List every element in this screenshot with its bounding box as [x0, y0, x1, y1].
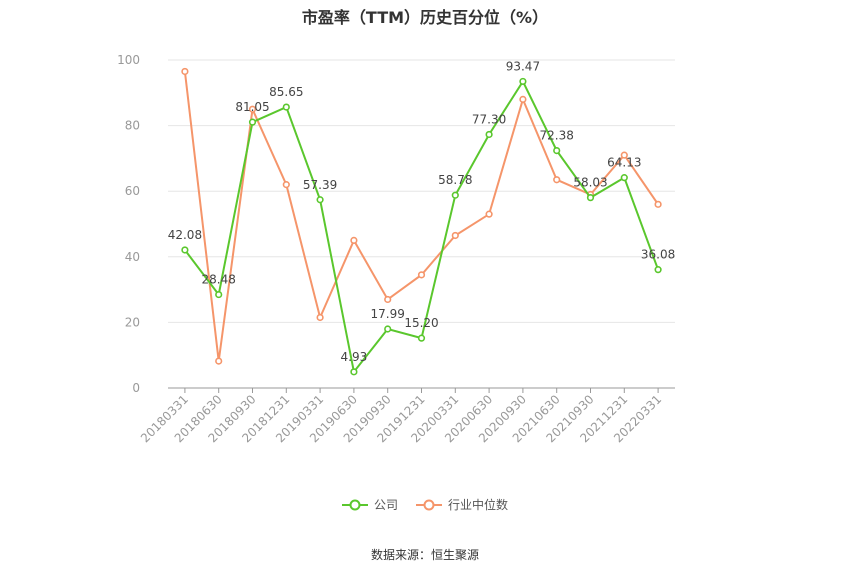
y-tick-label: 80 [125, 119, 140, 133]
data-label: 81.05 [235, 100, 269, 114]
data-label: 58.03 [573, 176, 607, 190]
data-label: 42.08 [168, 228, 202, 242]
data-label: 64.13 [607, 156, 641, 170]
data-point [417, 334, 426, 342]
data-point [316, 313, 324, 322]
data-point [417, 271, 426, 279]
y-tick-label: 60 [125, 184, 140, 198]
data-point [620, 151, 628, 159]
data-point [215, 290, 223, 299]
y-tick-label: 0 [132, 381, 140, 395]
data-point [654, 200, 662, 208]
legend: 公司 行业中位数 [0, 496, 850, 513]
data-point [248, 118, 257, 126]
data-label: 72.38 [540, 129, 574, 143]
data-point [282, 181, 290, 189]
y-tick-label: 40 [125, 250, 140, 264]
chart-title: 市盈率（TTM）历史百分位（%） [301, 8, 549, 27]
data-label: 58.78 [438, 173, 472, 187]
data-point [485, 130, 493, 139]
y-tick-label: 100 [117, 53, 140, 67]
data-point [384, 295, 392, 304]
data-label: 4.93 [341, 350, 368, 364]
legend-item-company[interactable]: 公司 [341, 496, 398, 513]
data-point [282, 103, 290, 111]
data-point [586, 194, 595, 202]
data-label: 85.65 [269, 85, 303, 99]
data-point [181, 67, 189, 76]
legend-industry-label: 行业中位数 [448, 498, 509, 512]
data-point [350, 236, 358, 244]
data-label: 93.47 [506, 59, 540, 73]
legend-item-industry-median[interactable]: 行业中位数 [416, 496, 508, 513]
data-point [485, 210, 493, 218]
data-point [620, 174, 628, 182]
data-point [248, 105, 257, 113]
legend-company-marker [341, 499, 368, 510]
data-label: 57.39 [303, 178, 337, 192]
y-tick-label: 20 [125, 315, 140, 329]
data-label: 28.48 [202, 273, 236, 287]
data-point [316, 196, 324, 204]
series-layer [181, 67, 662, 376]
data-label: 15.20 [404, 316, 438, 330]
data-point [654, 266, 662, 274]
data-point [350, 368, 358, 376]
data-label: 77.30 [472, 112, 506, 126]
axis-layer: 0204060801002018033120180630201809302018… [117, 53, 675, 445]
data-label: 17.99 [371, 307, 405, 321]
data-point [553, 176, 561, 184]
legend-industry-marker [416, 499, 442, 510]
data-point [215, 357, 223, 365]
data-point [384, 325, 392, 333]
data-point [181, 246, 189, 254]
data-label: 36.08 [641, 248, 675, 262]
data-source: 数据来源：恒生聚源 [370, 548, 479, 562]
data-point [553, 146, 561, 155]
data-point [519, 77, 527, 86]
data-point [519, 95, 527, 103]
data-point [451, 231, 459, 240]
legend-company-label: 公司 [373, 498, 398, 512]
data-point [451, 191, 459, 199]
